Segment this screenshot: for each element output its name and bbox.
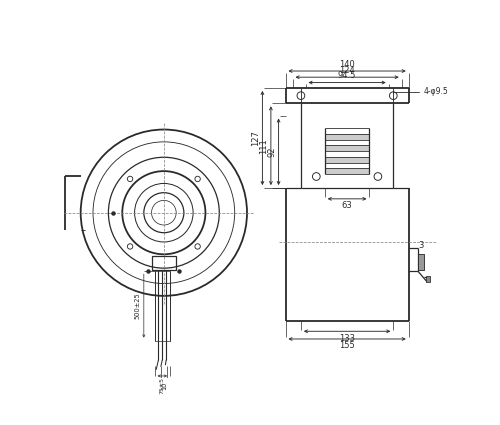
Text: 111: 111 <box>260 138 268 153</box>
Bar <box>154 271 170 340</box>
Bar <box>325 168 370 174</box>
Text: 133: 133 <box>339 334 355 343</box>
Text: 155: 155 <box>339 341 355 350</box>
Text: 63: 63 <box>342 201 352 210</box>
Bar <box>325 134 370 139</box>
Text: 500±25: 500±25 <box>135 292 141 319</box>
Bar <box>418 254 424 270</box>
Text: 3: 3 <box>418 241 424 250</box>
Text: 140: 140 <box>339 60 355 69</box>
Text: 92: 92 <box>268 147 276 157</box>
Polygon shape <box>426 276 430 282</box>
Text: 127: 127 <box>251 130 260 146</box>
Bar <box>325 157 370 163</box>
Text: 75±5: 75±5 <box>160 377 165 394</box>
Text: 94.5: 94.5 <box>338 71 356 80</box>
Text: 4-φ9.5: 4-φ9.5 <box>394 87 449 96</box>
Text: 124: 124 <box>339 66 355 75</box>
Text: 10: 10 <box>161 382 167 391</box>
Bar <box>325 145 370 151</box>
Bar <box>152 256 176 270</box>
